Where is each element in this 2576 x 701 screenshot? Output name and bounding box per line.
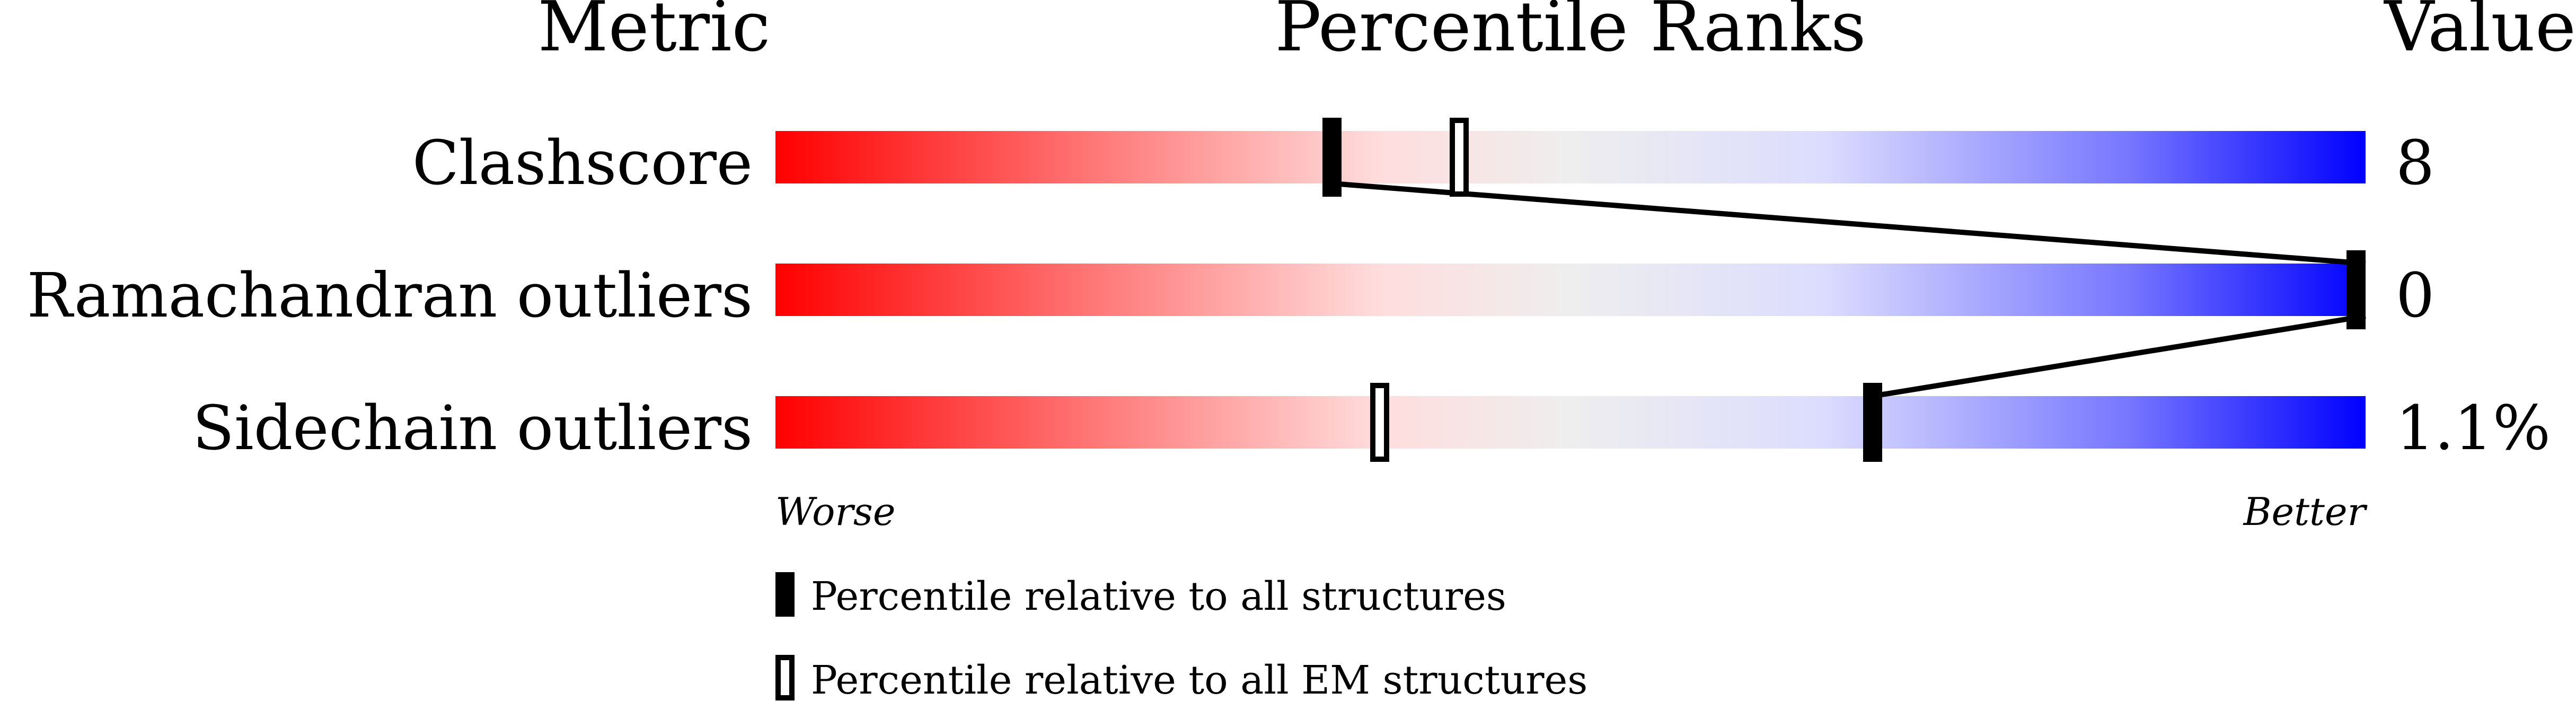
metric-value: 1.1% (2396, 393, 2551, 464)
axis-better-label: Better (2243, 489, 2368, 534)
metric-value: 0 (2396, 260, 2434, 331)
all-percentile-marker (1863, 383, 1882, 462)
connector-line (1872, 313, 2366, 399)
metric-label: Clashscore (412, 128, 753, 199)
header-value: Value (2383, 0, 2576, 67)
em-percentile-marker (1370, 383, 1389, 462)
legend-all-label: Percentile relative to all structures (811, 574, 1506, 619)
metric-label: Sidechain outliers (192, 393, 753, 464)
legend-em-label: Percentile relative to all EM structures (811, 658, 1587, 701)
legend-em-marker (775, 655, 795, 700)
axis-worse-label: Worse (775, 489, 895, 534)
all-percentile-marker (1322, 118, 1342, 197)
connector-line (1331, 181, 2366, 266)
all-percentile-marker (2346, 250, 2366, 329)
header-metric: Metric (538, 0, 771, 67)
percentile-bar (775, 396, 2366, 449)
legend-all-marker (775, 572, 795, 617)
metric-label: Ramachandran outliers (27, 260, 753, 331)
em-percentile-marker (1450, 118, 1469, 197)
metric-value: 8 (2396, 128, 2434, 199)
header-percentile-ranks: Percentile Ranks (1275, 0, 1866, 67)
percentile-bar (775, 264, 2366, 316)
percentile-bar (775, 131, 2366, 183)
